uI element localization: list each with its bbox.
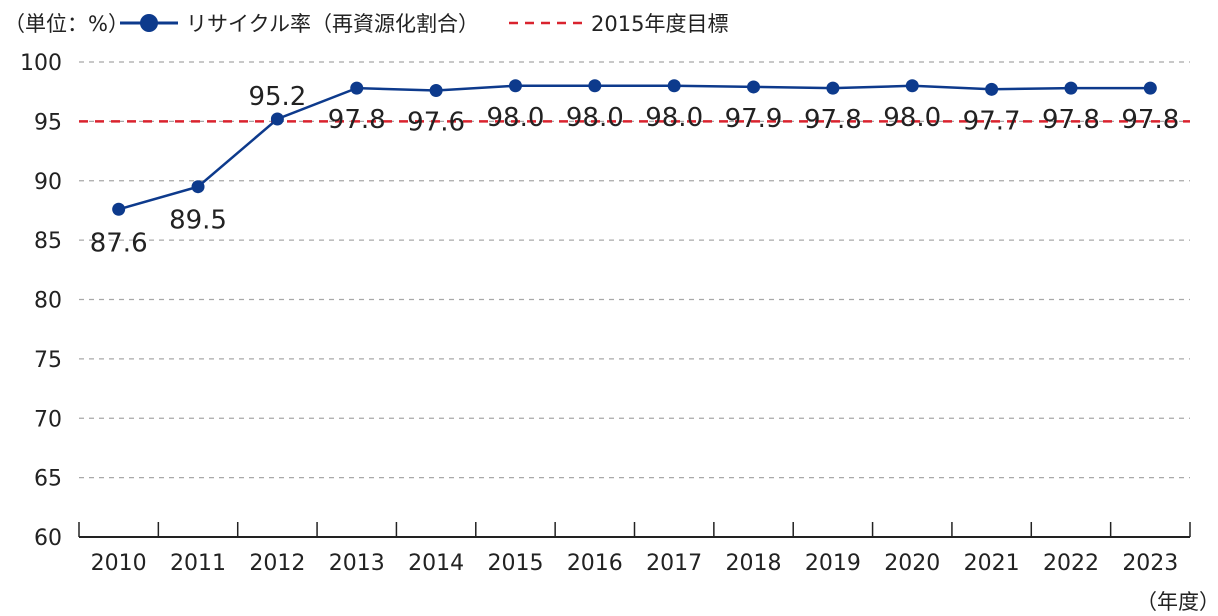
y-tick-label: 75 (34, 348, 62, 373)
data-label: 97.8 (328, 105, 386, 135)
x-tick-label: 2014 (408, 551, 464, 576)
data-label: 98.0 (566, 103, 624, 133)
x-tick-label: 2020 (884, 551, 940, 576)
data-point (350, 81, 364, 95)
series-line (118, 84, 1151, 211)
data-point (985, 82, 999, 96)
data-label: 89.5 (169, 206, 227, 236)
x-tick-label: 2013 (329, 551, 385, 576)
x-tick-label: 2016 (567, 551, 623, 576)
y-unit-label: （単位：%） (4, 12, 129, 36)
y-tick-label: 90 (34, 170, 62, 195)
x-tick-label: 2012 (249, 551, 305, 576)
data-point (905, 79, 919, 93)
data-label: 95.2 (248, 82, 306, 112)
legend-item-recycle-rate: リサイクル率（再資源化割合） (118, 8, 479, 38)
data-label: 97.6 (407, 108, 465, 138)
y-tick-label: 100 (20, 51, 62, 76)
data-point (112, 202, 126, 216)
data-label: 97.8 (1121, 105, 1179, 135)
x-tick-label: 2015 (487, 551, 543, 576)
data-point (429, 84, 443, 97)
data-point (667, 79, 681, 93)
data-label: 97.9 (725, 104, 783, 134)
y-tick-label: 80 (34, 289, 62, 314)
x-tick-label: 2023 (1122, 551, 1178, 576)
data-label: 87.6 (90, 228, 148, 258)
legend-dashed-line-icon (509, 21, 583, 25)
data-label: 97.7 (963, 106, 1021, 136)
data-label: 97.8 (1042, 105, 1100, 135)
x-tick-label: 2022 (1043, 551, 1099, 576)
data-labels: 87.6 89.5 95.2 97.8 97.6 98.0 98.0 98.0 97.9 97.8… (90, 82, 1180, 258)
data-point (588, 79, 602, 93)
x-tick-label: 2011 (170, 551, 226, 576)
y-tick-label: 70 (34, 407, 62, 432)
x-tick-label: 2010 (91, 551, 147, 576)
y-tick-label: 95 (34, 110, 62, 135)
y-tick-label: 60 (34, 526, 62, 551)
x-tick-label: 2019 (805, 551, 861, 576)
data-label: 98.0 (645, 103, 703, 133)
legend-label-recycle-rate: リサイクル率（再資源化割合） (186, 12, 479, 36)
data-point (1064, 81, 1078, 95)
legend-line-marker-icon (120, 14, 178, 32)
x-tick-label: 2017 (646, 551, 702, 576)
data-point (508, 79, 522, 93)
x-axis: 2010 2011 2012 2013 2014 2015 2016 2017 2018 2019… (78, 522, 1191, 576)
data-point (270, 112, 284, 126)
legend-item-target: 2015年度目標 (507, 8, 728, 38)
y-tick-label: 65 (34, 467, 62, 492)
y-tick-label: 85 (34, 229, 62, 254)
x-tick-label: 2018 (726, 551, 782, 576)
y-axis-tick-labels: 100 95 90 85 80 75 70 65 60 (20, 51, 62, 551)
x-tick-label: 2021 (964, 551, 1020, 576)
legend-label-target: 2015年度目標 (591, 12, 729, 36)
x-unit-label: （年度） (1136, 590, 1218, 614)
recycle-rate-series (112, 79, 1157, 216)
data-point (826, 81, 840, 95)
data-point (191, 180, 205, 194)
data-label: 98.0 (883, 103, 941, 133)
grid-lines (79, 61, 1190, 479)
data-label: 97.8 (804, 105, 862, 135)
data-label: 98.0 (487, 103, 545, 133)
data-point (1143, 81, 1157, 95)
data-point (747, 80, 761, 94)
